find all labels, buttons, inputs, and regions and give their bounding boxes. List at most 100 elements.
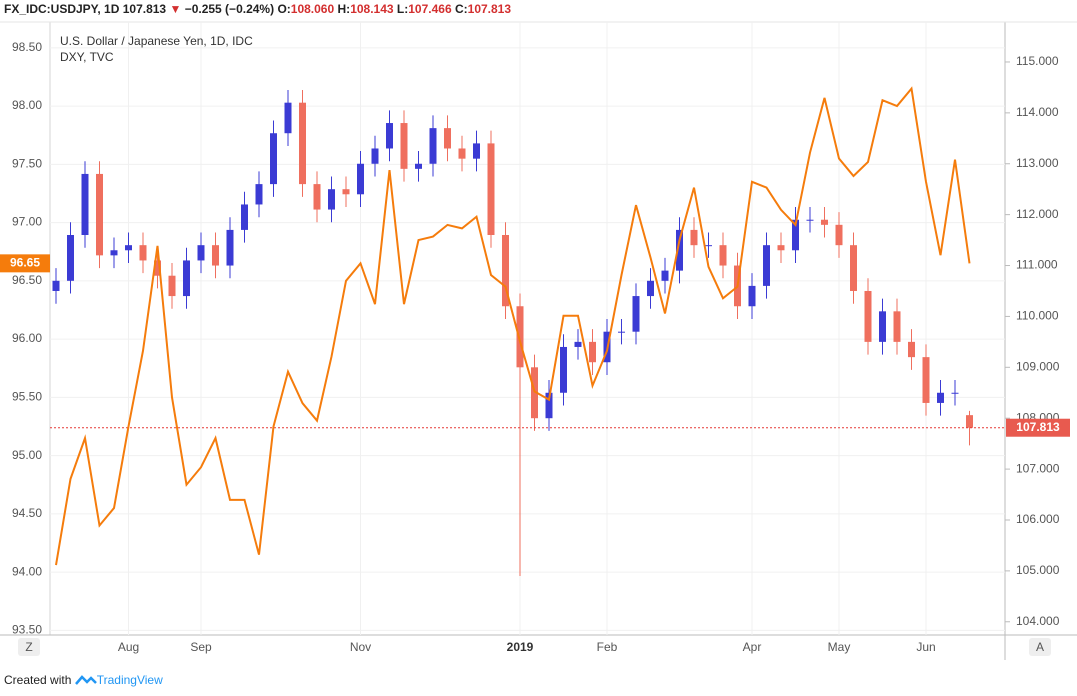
- last-value-label: 96.65: [10, 256, 40, 270]
- candle-body: [487, 143, 495, 235]
- candle-body: [357, 163, 364, 195]
- scale-button-label[interactable]: Z: [25, 640, 32, 654]
- candle-body: [951, 392, 959, 394]
- candle-body: [647, 280, 654, 297]
- candle-body: [763, 245, 770, 286]
- h-label: H:: [337, 2, 351, 16]
- candle-body: [197, 245, 205, 261]
- candle-body: [864, 290, 872, 342]
- footer-text: Created with: [4, 673, 72, 687]
- candle-body: [154, 260, 161, 276]
- candle-body: [676, 229, 683, 271]
- candle-body: [893, 311, 901, 342]
- candle-body: [429, 128, 437, 164]
- candle-body: [96, 173, 103, 256]
- y2-tick-label: 106.000: [1016, 512, 1060, 526]
- candle-body: [516, 306, 524, 368]
- candle-body: [502, 235, 509, 307]
- y-tick-label: 98.50: [12, 40, 42, 54]
- x-tick-label: Sep: [190, 640, 212, 654]
- candle-body: [328, 189, 335, 210]
- candle-body: [850, 245, 857, 291]
- candle-body: [255, 184, 263, 205]
- candle-body: [835, 224, 843, 246]
- x-tick-label: 2019: [507, 640, 534, 654]
- line-series: [55, 86, 971, 566]
- candle-body: [473, 143, 480, 159]
- candle-body: [212, 245, 219, 266]
- high: 108.143: [350, 2, 394, 16]
- candle-body: [139, 245, 147, 261]
- candle-body: [661, 270, 669, 281]
- candle-body: [52, 280, 60, 291]
- symbol: FX_IDC:USDJPY, 1D: [4, 2, 120, 16]
- y2-tick-label: 110.000: [1016, 309, 1059, 323]
- x-tick-label: Aug: [118, 640, 139, 654]
- candle-body: [632, 296, 640, 332]
- y-tick-label: 94.50: [12, 506, 42, 520]
- candle-body: [81, 173, 89, 235]
- candle-body: [67, 235, 74, 281]
- x-tick-label: Apr: [743, 640, 762, 654]
- y-tick-label: 93.50: [12, 623, 42, 637]
- last-price: 107.813: [122, 2, 167, 16]
- y-tick-label: 95.00: [12, 448, 42, 462]
- y-tick-label: 95.50: [12, 390, 42, 404]
- y2-tick-label: 111.000: [1016, 258, 1058, 272]
- candle-body: [937, 392, 944, 403]
- candle-body: [908, 341, 915, 358]
- candle-body: [125, 245, 132, 251]
- open: 108.060: [290, 2, 335, 16]
- y2-tick-label: 105.000: [1016, 563, 1060, 577]
- candle-body: [531, 367, 538, 419]
- low: 107.466: [408, 2, 452, 16]
- last-price-box: [1006, 418, 1070, 437]
- legend-main: U.S. Dollar / Japanese Yen, 1D, IDC: [60, 34, 253, 48]
- candle-body: [400, 123, 408, 169]
- header: FX_IDC:USDJPY, 1D 107.813 ▼ −0.255 (−0.2…: [4, 2, 511, 16]
- candle-body: [806, 219, 814, 221]
- close: 107.813: [467, 2, 512, 16]
- candle-body: [560, 346, 567, 393]
- y-tick-label: 94.00: [12, 564, 42, 578]
- candle-body: [386, 123, 393, 149]
- candle-body: [183, 260, 190, 297]
- o-label: O:: [277, 2, 291, 16]
- last-price-label: 107.813: [1016, 420, 1060, 434]
- candle-body: [574, 341, 582, 347]
- candle-body: [589, 341, 596, 363]
- l-label: L:: [396, 2, 409, 16]
- y-tick-label: 97.50: [12, 156, 42, 170]
- candle-body: [415, 163, 422, 169]
- candle-body: [299, 102, 306, 185]
- candle-body: [618, 331, 625, 333]
- candle-body: [748, 285, 756, 307]
- x-tick-label: Jun: [916, 640, 935, 654]
- candle-body: [168, 275, 176, 297]
- y-tick-label: 98.00: [12, 98, 42, 112]
- candle-body: [270, 133, 277, 185]
- legend-line: DXY, TVC: [60, 50, 114, 64]
- candle-body: [821, 219, 828, 225]
- auto-button[interactable]: [1029, 638, 1051, 656]
- candle-body: [705, 245, 712, 247]
- change: −0.255 (−0.24%): [184, 2, 275, 16]
- candle-body: [458, 148, 466, 159]
- auto-button-label[interactable]: A: [1036, 640, 1044, 654]
- last-value-box: [0, 254, 50, 273]
- logo-path: [74, 675, 97, 685]
- scale-button[interactable]: [18, 638, 40, 656]
- candle-body: [284, 102, 292, 134]
- x-tick-label: Nov: [350, 640, 371, 654]
- candle-body: [777, 245, 785, 251]
- candle-body: [371, 148, 379, 164]
- footer-brand[interactable]: TradingView: [96, 673, 163, 687]
- y2-tick-label: 112.000: [1016, 207, 1059, 221]
- candle-body: [879, 311, 886, 342]
- footer: Created with TradingView: [4, 672, 163, 687]
- candle-body: [966, 415, 973, 428]
- y2-tick-label: 104.000: [1016, 614, 1060, 628]
